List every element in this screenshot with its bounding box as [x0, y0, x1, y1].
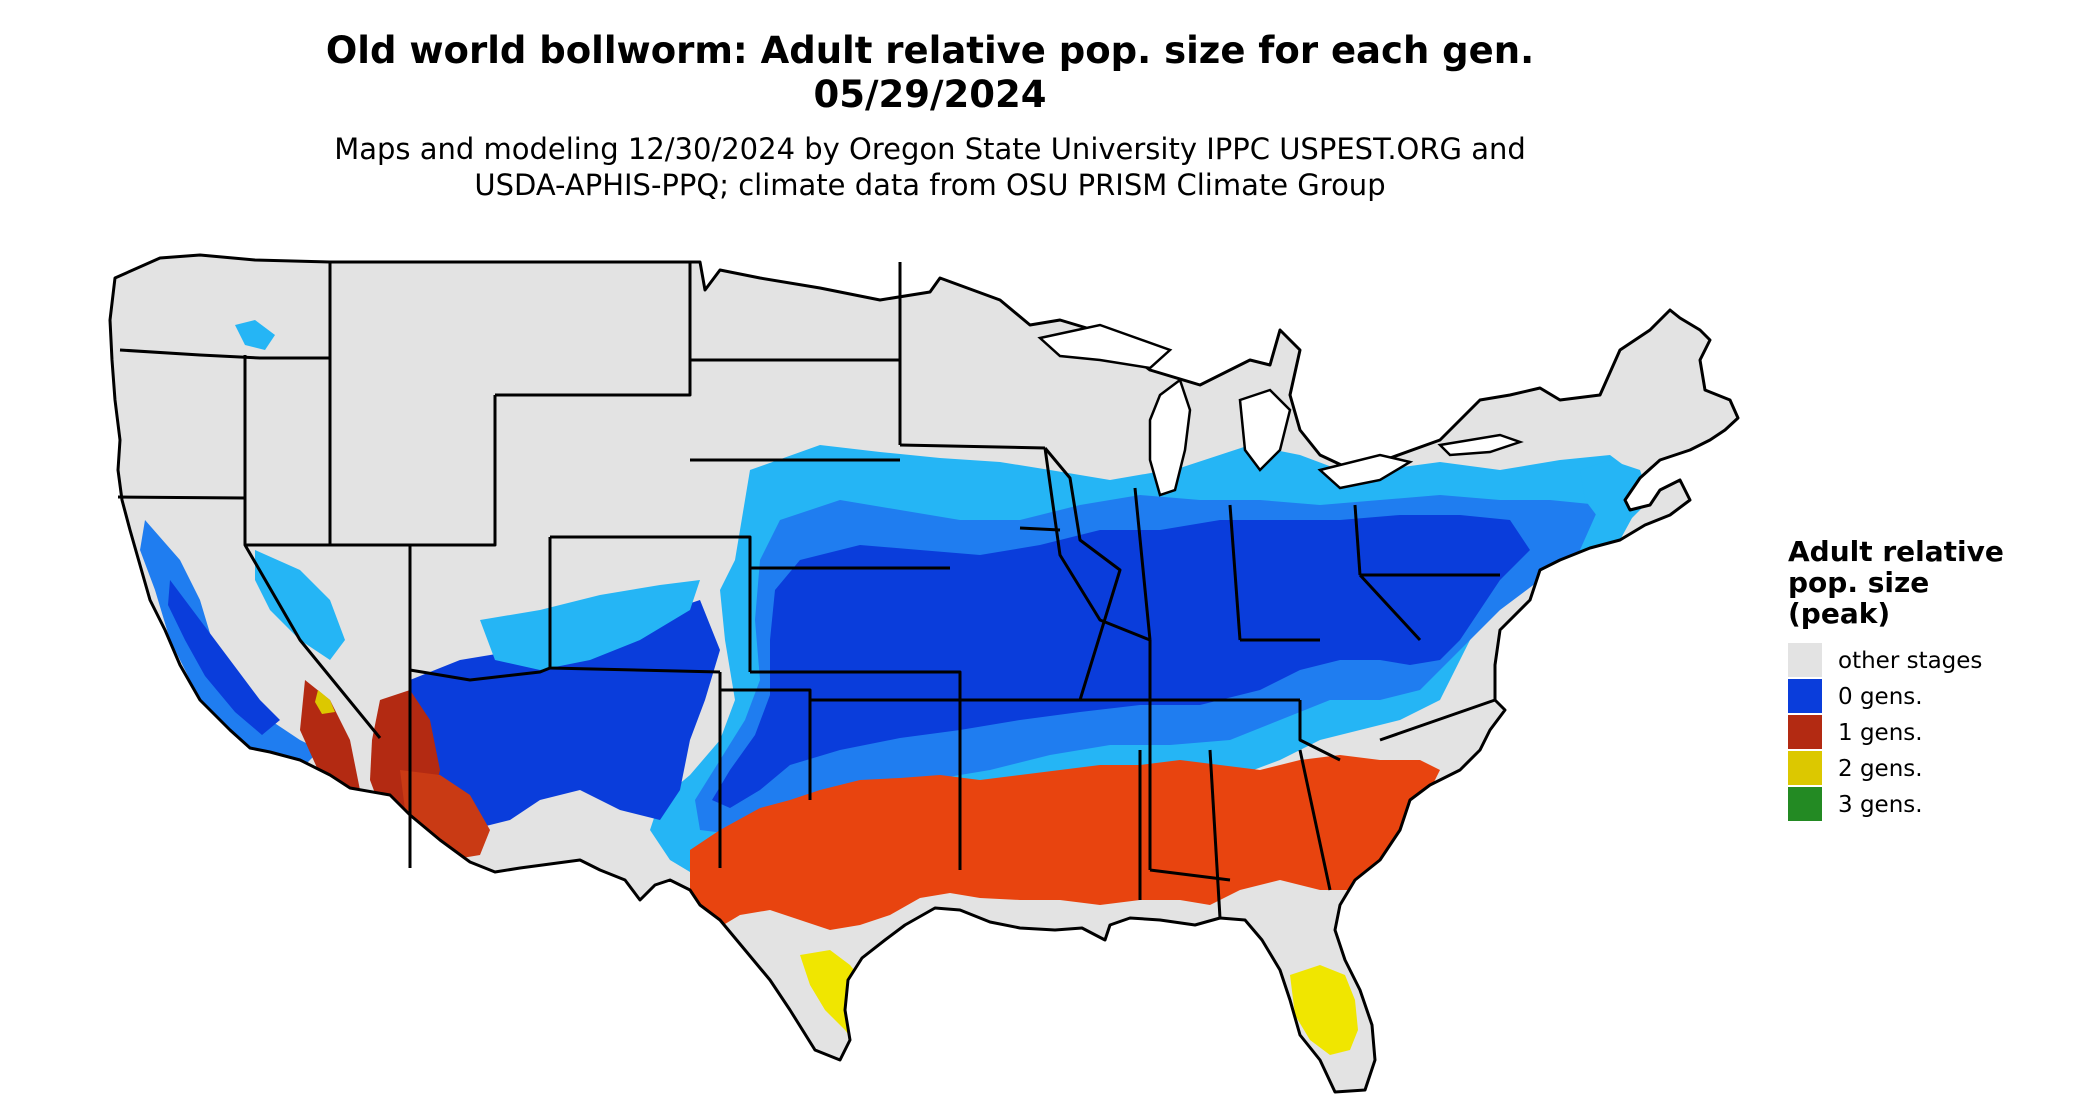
map-title: Old world bollworm: Adult relative pop. …: [325, 29, 1535, 72]
legend: Adult relative pop. size (peak) other st…: [1788, 536, 2078, 823]
legend-item-other-stages: other stages: [1788, 643, 2078, 679]
legend-label: other stages: [1838, 648, 1983, 674]
state-borders: [108, 253, 1740, 1094]
map-subtitle-line2: USDA-APHIS-PPQ; climate data from OSU PR…: [474, 168, 1386, 202]
legend-label: 1 gens.: [1838, 720, 1923, 746]
legend-item-1-gens: 1 gens.: [1788, 715, 2078, 751]
zone-blue-southwest-light: [480, 580, 700, 670]
legend-item-2-gens: 2 gens.: [1788, 751, 2078, 787]
legend-title: Adult relative pop. size (peak): [1788, 536, 2078, 629]
great-lakes: [1037, 323, 1524, 497]
lake-superior: [1037, 323, 1173, 370]
legend-swatch: [1788, 643, 1822, 677]
legend-swatch: [1788, 787, 1822, 821]
model-zones: [140, 320, 1650, 1106]
zone-blue-west-1: [140, 520, 320, 770]
map-subtitle-line1: Maps and modeling 12/30/2024 by Oregon S…: [334, 132, 1526, 166]
legend-label: 0 gens.: [1838, 684, 1923, 710]
legend-label: 3 gens.: [1838, 792, 1923, 818]
legend-item-0-gens: 0 gens.: [1788, 679, 2078, 715]
zone-blue-dark: [712, 515, 1530, 808]
lake-huron: [1238, 388, 1292, 472]
zone-blue-southwest: [405, 600, 720, 830]
zone-blue-nw: [235, 320, 275, 350]
zone-red-ca: [300, 680, 360, 800]
legend-title-line1: Adult relative: [1788, 535, 2004, 568]
legend-label: 2 gens.: [1838, 756, 1923, 782]
zone-blue-west-2: [168, 580, 280, 735]
legend-title-line3: (peak): [1788, 597, 1891, 630]
legend-item-3-gens: 3 gens.: [1788, 787, 2078, 823]
zone-red-dark-az: [400, 770, 490, 860]
zone-green-keys: [1290, 1092, 1340, 1106]
lake-erie: [1317, 453, 1414, 490]
zone-orange: [690, 755, 1440, 930]
zone-blue-west-3: [255, 550, 345, 660]
map-date: 05/29/2024: [813, 73, 1047, 116]
legend-swatch: [1788, 715, 1822, 749]
lake-michigan: [1148, 377, 1192, 497]
legend-swatch: [1788, 679, 1822, 713]
zone-yellow-ca: [315, 690, 335, 714]
lake-ontario: [1437, 433, 1524, 457]
legend-title-line2: pop. size: [1788, 566, 1930, 599]
zone-yellow-fl: [1290, 965, 1358, 1055]
legend-swatch: [1788, 751, 1822, 785]
